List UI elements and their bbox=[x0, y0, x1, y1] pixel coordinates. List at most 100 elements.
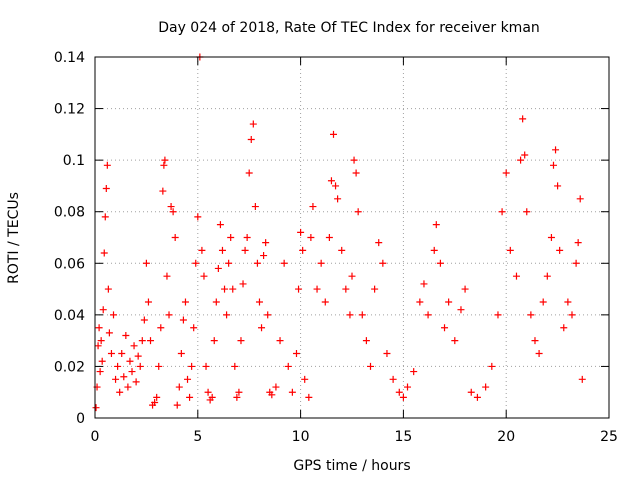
x-tick-label: 20 bbox=[497, 429, 515, 445]
data-point bbox=[190, 324, 198, 332]
y-tick-label: 0 bbox=[76, 411, 85, 427]
data-point bbox=[104, 285, 112, 293]
data-point bbox=[352, 169, 360, 177]
data-point bbox=[554, 182, 562, 190]
data-point bbox=[549, 161, 557, 169]
data-point bbox=[138, 337, 146, 345]
data-point bbox=[334, 195, 342, 203]
data-point bbox=[142, 259, 150, 267]
data-point bbox=[237, 337, 245, 345]
data-point bbox=[147, 337, 155, 345]
data-point bbox=[313, 285, 321, 293]
data-point bbox=[576, 195, 584, 203]
data-point bbox=[568, 311, 576, 319]
y-tick-label: 0.08 bbox=[54, 205, 85, 221]
data-point bbox=[523, 208, 531, 216]
data-point bbox=[531, 337, 539, 345]
data-point bbox=[467, 388, 475, 396]
x-axis: 0 5 10 15 20 25 bbox=[91, 57, 618, 445]
data-point bbox=[292, 350, 300, 358]
data-point bbox=[307, 234, 315, 241]
data-point bbox=[517, 156, 525, 164]
data-point bbox=[208, 393, 216, 401]
data-point bbox=[295, 285, 303, 293]
data-point bbox=[399, 393, 407, 401]
data-point bbox=[461, 285, 469, 293]
data-point bbox=[97, 337, 105, 345]
data-point bbox=[214, 264, 222, 272]
data-point bbox=[160, 161, 168, 169]
data-point bbox=[284, 362, 292, 370]
data-point bbox=[332, 182, 340, 190]
data-point bbox=[124, 383, 132, 391]
data-point bbox=[155, 362, 163, 370]
data-point bbox=[130, 342, 138, 350]
data-point bbox=[102, 185, 110, 193]
x-tick-label: 25 bbox=[600, 429, 618, 445]
data-point bbox=[354, 208, 362, 216]
data-point bbox=[441, 324, 449, 332]
data-point bbox=[327, 177, 335, 185]
y-tick-label: 0.14 bbox=[54, 50, 85, 66]
data-point bbox=[280, 259, 288, 267]
data-point bbox=[512, 272, 520, 280]
data-point bbox=[375, 239, 383, 247]
data-point bbox=[325, 234, 333, 241]
data-point bbox=[169, 208, 177, 216]
y-tick-label: 0.02 bbox=[54, 359, 85, 375]
plot-frame bbox=[94, 56, 610, 419]
data-point bbox=[253, 259, 261, 267]
data-point bbox=[350, 156, 358, 164]
data-point bbox=[188, 362, 196, 370]
data-point bbox=[543, 272, 551, 280]
data-point bbox=[94, 342, 102, 350]
data-point bbox=[95, 324, 103, 332]
data-point bbox=[498, 208, 506, 216]
data-point bbox=[161, 156, 169, 164]
data-point bbox=[547, 234, 555, 241]
data-point bbox=[272, 383, 280, 391]
data-point bbox=[317, 259, 325, 267]
data-point bbox=[202, 362, 210, 370]
data-point bbox=[346, 311, 354, 319]
data-point bbox=[103, 161, 111, 169]
data-point bbox=[122, 331, 130, 339]
data-point bbox=[255, 298, 263, 306]
chart-title: Day 024 of 2018, Rate Of TEC Index for r… bbox=[158, 20, 540, 36]
data-point bbox=[96, 368, 104, 376]
data-point bbox=[239, 280, 247, 288]
data-point bbox=[389, 375, 397, 383]
data-point bbox=[383, 350, 391, 358]
data-point bbox=[348, 272, 356, 280]
y-tick-label: 0.06 bbox=[54, 256, 85, 272]
data-point bbox=[210, 337, 218, 345]
data-point bbox=[506, 246, 514, 254]
data-point bbox=[181, 298, 189, 306]
x-axis-label: GPS time / hours bbox=[293, 458, 410, 474]
data-point bbox=[231, 362, 239, 370]
data-point bbox=[163, 272, 171, 280]
data-point bbox=[221, 285, 229, 293]
data-point bbox=[342, 285, 350, 293]
data-point bbox=[223, 311, 231, 319]
data-point bbox=[371, 285, 379, 293]
data-points bbox=[92, 53, 586, 412]
data-point bbox=[494, 311, 502, 319]
x-tick-label: 10 bbox=[292, 429, 310, 445]
data-point bbox=[153, 393, 161, 401]
data-point bbox=[165, 311, 173, 319]
data-point bbox=[416, 298, 424, 306]
data-point bbox=[184, 375, 192, 383]
data-point bbox=[107, 350, 115, 358]
data-point bbox=[105, 329, 113, 337]
data-point bbox=[445, 298, 453, 306]
data-point bbox=[258, 324, 266, 332]
data-point bbox=[301, 375, 309, 383]
data-point bbox=[305, 393, 313, 401]
data-point bbox=[245, 169, 253, 177]
data-point bbox=[556, 246, 564, 254]
data-point bbox=[309, 203, 317, 211]
data-point bbox=[502, 169, 510, 177]
data-point bbox=[186, 393, 194, 401]
data-point bbox=[126, 357, 134, 365]
